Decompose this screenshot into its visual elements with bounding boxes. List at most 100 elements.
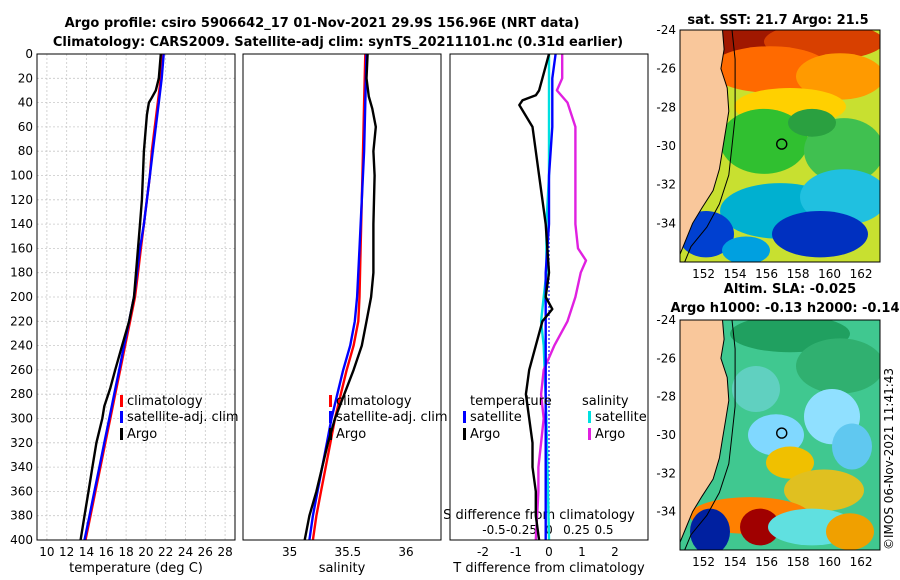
sla-map-title-line2: Argo h1000: -0.13 h2000: -0.14	[670, 301, 899, 316]
sal-tick-label: 35.5	[334, 545, 361, 559]
depth-tick-label: 400	[10, 533, 33, 547]
sst-map: -24 -26 -28 -30 -32 -34 152 154 156 158 160 162	[656, 23, 881, 281]
sal-legend-2-swatch	[329, 428, 332, 440]
diff-legend-sal-sat-swatch	[588, 411, 591, 423]
depth-tick-label: 60	[18, 120, 33, 134]
sal-legend-0-swatch	[329, 395, 332, 407]
sst-map-lon-tick-label: 156	[755, 267, 778, 281]
temp-legend-2-swatch	[120, 428, 123, 440]
temp-tick-label: 12	[59, 545, 74, 559]
sst-map-sst-region-3	[796, 53, 880, 100]
temp-legend-0-swatch	[120, 395, 123, 407]
depth-tick-label: 140	[10, 217, 33, 231]
sla-map-lon-tick-label: 160	[818, 555, 841, 569]
s-diff-tick-label: -0.5	[482, 523, 505, 537]
diff-plot-frame	[449, 53, 649, 541]
depth-tick-label: 120	[10, 193, 33, 207]
sla-map-sla-region-3	[748, 414, 804, 456]
diff-legend-temp-sat-swatch	[463, 411, 466, 423]
sal-legend-0-label: climatology	[336, 394, 412, 409]
t-diff-tick-label: 2	[611, 545, 619, 559]
sla-map-lon-tick-label: 162	[850, 555, 873, 569]
depth-tick-label: 260	[10, 363, 33, 377]
depth-tick-label: 340	[10, 460, 33, 474]
sla-map-land	[680, 320, 730, 543]
sla-map-lon-tick-label: 154	[724, 555, 747, 569]
sst-map-lon-tick-label: 162	[850, 267, 873, 281]
s-diff-tick-label: -0.25	[506, 523, 537, 537]
sal-legend-1-label: satellite-adj. clim	[336, 410, 448, 425]
temp-tick-label: 26	[198, 545, 213, 559]
sla-map-lat-tick-label: -30	[656, 428, 676, 442]
sla-map-sla-region-12	[826, 513, 874, 550]
t-diff-tick-label: -2	[477, 545, 489, 559]
sla-map-sla-region-2	[732, 366, 780, 412]
sst-map-title: sat. SST: 21.7 Argo: 21.5	[687, 13, 868, 28]
sla-map-lon-tick-label: 152	[692, 555, 715, 569]
temp-series-argo	[79, 53, 162, 541]
depth-tick-label: 100	[10, 169, 33, 183]
diff-legend-temp-sat-label: satellite	[470, 410, 522, 425]
sla-map-frame	[679, 319, 881, 551]
imos-credit: ©IMOS 06-Nov-2021 11:41:43	[882, 368, 896, 550]
temp-tick-label: 16	[99, 545, 114, 559]
figure-title-line2: Climatology: CARS2009. Satellite-adj cli…	[53, 35, 623, 50]
sst-map-lat-tick-label: -34	[656, 216, 676, 230]
depth-tick-label: 0	[25, 47, 33, 61]
temp-tick-label: 28	[217, 545, 232, 559]
sst-map-field	[680, 30, 880, 262]
sla-map-sla-region-6	[766, 446, 814, 479]
sla-map-sla-region-5	[832, 423, 872, 470]
sst-map-lat-tick-label: -28	[656, 100, 676, 114]
temperature-chart: 0 20 40 60 80 100 120 140 160 180 200 220 240 260 280 3…	[10, 47, 239, 576]
depth-tick-label: 380	[10, 509, 33, 523]
sla-map-lat-tick-label: -24	[656, 313, 676, 327]
sal-series-satellite	[308, 53, 368, 541]
s-diff-axis-label: S difference from climatology	[443, 508, 635, 523]
temp-axis-label: temperature (deg C)	[69, 561, 203, 576]
diff-legend-sal-sat-label: satellite	[595, 410, 647, 425]
depth-tick-label: 320	[10, 436, 33, 450]
diff-legend-sal-argo-label: Argo	[595, 427, 625, 442]
sla-map-sla-region-10	[690, 508, 730, 550]
sla-map-title-line1: Altim. SLA: -0.025	[724, 282, 856, 297]
depth-tick-label: 200	[10, 290, 33, 304]
depth-tick-label: 20	[18, 71, 33, 85]
t-diff-tick-label: 0	[545, 545, 553, 559]
diff-legend-sal-argo-swatch	[588, 428, 591, 440]
sal-diff-argo	[534, 54, 588, 541]
sst-map-lat-tick-label: -32	[656, 178, 676, 192]
sla-map-lat-tick-label: -34	[656, 505, 676, 519]
diff-legend-temp-argo-label: Argo	[470, 427, 500, 442]
s-diff-tick-label: 0.5	[594, 523, 613, 537]
t-diff-tick-label: 1	[578, 545, 586, 559]
temp-plot-frame	[36, 53, 236, 541]
depth-tick-label: 280	[10, 387, 33, 401]
sst-map-lat-tick-label: -26	[656, 62, 676, 76]
sla-map-lat-tick-label: -32	[656, 466, 676, 480]
t-diff-axis-label: T difference from climatology	[452, 561, 645, 576]
sst-map-land	[680, 30, 730, 255]
temp-legend-1-label: satellite-adj. clim	[127, 410, 239, 425]
sst-map-sst-region-10	[772, 210, 868, 258]
temp-tick-label: 24	[178, 545, 193, 559]
s-diff-tick-label: 0.25	[563, 523, 590, 537]
sst-map-sst-region-9	[800, 169, 880, 225]
temp-tick-label: 22	[158, 545, 173, 559]
temp-tick-label: 10	[39, 545, 54, 559]
sal-legend-1-swatch	[329, 411, 332, 423]
depth-tick-label: 300	[10, 412, 33, 426]
temp-series-satellite	[83, 53, 165, 541]
sla-map-lat-tick-label: -26	[656, 351, 676, 365]
sal-tick-label: 36	[398, 545, 413, 559]
figure-title-line1: Argo profile: csiro 5906642_17 01-Nov-20…	[65, 16, 580, 31]
sla-map-lon-tick-label: 158	[787, 555, 810, 569]
depth-tick-label: 180	[10, 266, 33, 280]
sst-map-lat-tick-label: -30	[656, 139, 676, 153]
sla-map-profile-marker	[776, 427, 788, 439]
sla-map-field	[680, 320, 880, 550]
sla-map: -24 -26 -28 -30 -32 -34 152 154 156 158 160 162	[656, 313, 881, 569]
temp-diff-argo	[518, 53, 554, 541]
sst-map-lon-tick-label: 154	[724, 267, 747, 281]
